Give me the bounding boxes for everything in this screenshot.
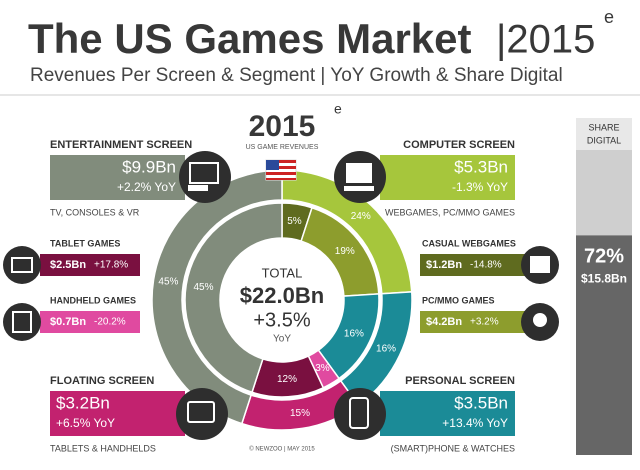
segment-revenue: $1.2Bn	[426, 259, 462, 271]
screen-title: COMPUTER SCREEN	[403, 139, 515, 151]
mmo-icon	[521, 303, 559, 341]
segment-growth: +3.2%	[470, 317, 499, 328]
screen-revenue: $3.5Bn	[454, 393, 508, 412]
flag-icon	[265, 159, 297, 181]
segment-revenue: $4.2Bn	[426, 316, 462, 328]
donut-label: 45%	[158, 277, 178, 288]
segment-revenue: $0.7Bn	[50, 316, 86, 328]
total-value: $22.0Bn	[240, 283, 324, 308]
screen-box	[50, 155, 185, 200]
title-year: |2015	[496, 18, 595, 62]
webgame-icon	[521, 246, 559, 284]
donut-label: 19%	[335, 246, 355, 257]
share-header	[576, 118, 632, 150]
screen-title: FLOATING SCREEN	[50, 375, 154, 387]
screen-caption: TV, CONSOLES & VR	[50, 207, 140, 217]
handheld-icon	[3, 303, 41, 341]
segment-revenue: $2.5Bn	[50, 259, 86, 271]
screen-revenue: $9.9Bn	[122, 157, 176, 176]
center-caption: US GAME REVENUES	[246, 144, 319, 151]
tv-icon	[179, 151, 231, 203]
donut-label: 3%	[315, 363, 330, 374]
donut-label: 16%	[376, 344, 396, 355]
segment-title: HANDHELD GAMES	[50, 295, 136, 305]
screen-revenue: $3.2Bn	[56, 393, 110, 412]
segment-title: CASUAL WEBGAMES	[422, 238, 516, 248]
total-growth: +3.5%	[253, 309, 310, 331]
donut-label: 45%	[193, 282, 213, 293]
tablet-icon	[3, 246, 41, 284]
donut-label: 12%	[277, 374, 297, 385]
footer: © NEWZOO | MAY 2015	[249, 446, 315, 453]
total-growth-label: YoY	[273, 334, 291, 345]
segment-title: TABLET GAMES	[50, 238, 120, 248]
title-year-mark: e	[604, 7, 614, 27]
donut: 24% 16% 15% 45% 5% 19% 16% 3% 12% 45%	[151, 169, 413, 431]
segment-box	[40, 311, 140, 333]
title: The US Games Market	[28, 15, 472, 62]
screen-box	[380, 155, 515, 200]
screen-revenue: $5.3Bn	[454, 157, 508, 176]
total-label: TOTAL	[262, 265, 303, 280]
donut-hole	[222, 240, 342, 360]
screen-growth: +13.4% YoY	[442, 416, 508, 430]
segment-box	[420, 311, 530, 333]
center-year: 2015	[249, 110, 316, 143]
screen-title: ENTERTAINMENT SCREEN	[50, 139, 192, 151]
segment-growth: -14.8%	[470, 260, 502, 271]
donut-label: 24%	[351, 211, 371, 222]
screen-box	[50, 391, 185, 436]
segment-box	[420, 254, 530, 276]
donut-segment	[184, 202, 283, 394]
screen-box	[380, 391, 515, 436]
share-value: 72%	[584, 246, 624, 268]
share-title: DIGITAL	[587, 135, 621, 145]
screen-caption: WEBGAMES, PC/MMO GAMES	[385, 207, 515, 217]
computer-icon	[334, 151, 386, 203]
center-year-mark: e	[334, 101, 342, 117]
segment-growth: -20.2%	[94, 317, 126, 328]
screen-growth: +2.2% YoY	[117, 180, 176, 194]
screen-caption: TABLETS & HANDHELDS	[50, 443, 156, 453]
screen-growth: +6.5% YoY	[56, 416, 115, 430]
share-bar	[576, 235, 632, 455]
tablet-icon	[176, 388, 228, 440]
screen-caption: (SMART)PHONE & WATCHES	[391, 443, 515, 453]
segment-title: PC/MMO GAMES	[422, 295, 495, 305]
donut-label: 16%	[344, 328, 364, 339]
donut-label: 15%	[290, 408, 310, 419]
segment-box	[40, 254, 140, 276]
phone-icon	[334, 388, 386, 440]
segment-growth: +17.8%	[94, 260, 128, 271]
screen-growth: -1.3% YoY	[452, 180, 508, 194]
screen-title: PERSONAL SCREEN	[405, 375, 515, 387]
subtitle: Revenues Per Screen & Segment | YoY Grow…	[30, 65, 563, 86]
donut-label: 5%	[287, 216, 302, 227]
share-title: SHARE	[588, 122, 619, 132]
share-revenue: $15.8Bn	[581, 272, 627, 286]
